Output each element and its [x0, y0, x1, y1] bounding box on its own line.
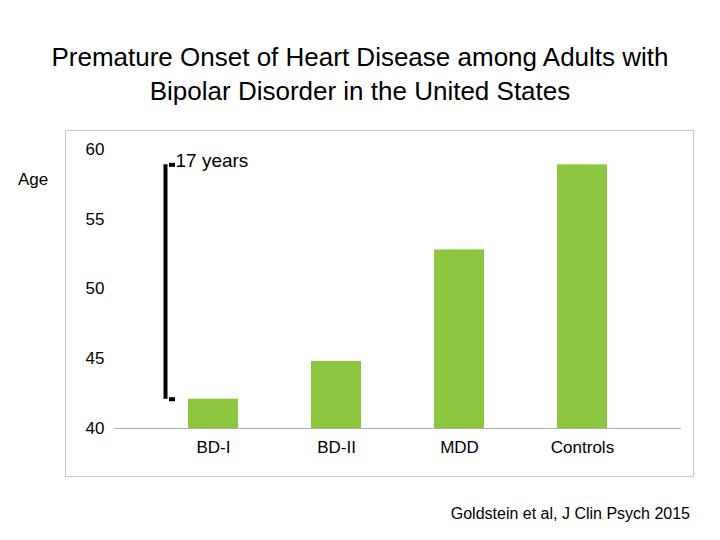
svg-text:60: 60 [86, 140, 105, 159]
svg-text:50: 50 [86, 279, 105, 298]
svg-text:55: 55 [86, 210, 105, 229]
html-text:Goldstein et al, J Clin Psych: Goldstein et al, J Clin Psych 2015 [450, 505, 690, 522]
svg-text:MDD: MDD [440, 438, 479, 457]
svg-text:BD-II: BD-II [317, 438, 356, 457]
html-text:Premature Onset of Heart Disea: Premature Onset of Heart Disease among A… [51, 42, 669, 106]
svg-text:40: 40 [86, 419, 105, 438]
html-text:Age: Age [18, 170, 49, 189]
svg-text:17 years: 17 years [176, 150, 249, 171]
svg-text:Controls: Controls [551, 438, 614, 457]
svg-text:45: 45 [86, 349, 105, 368]
svg-text:BD-I: BD-I [197, 438, 231, 457]
